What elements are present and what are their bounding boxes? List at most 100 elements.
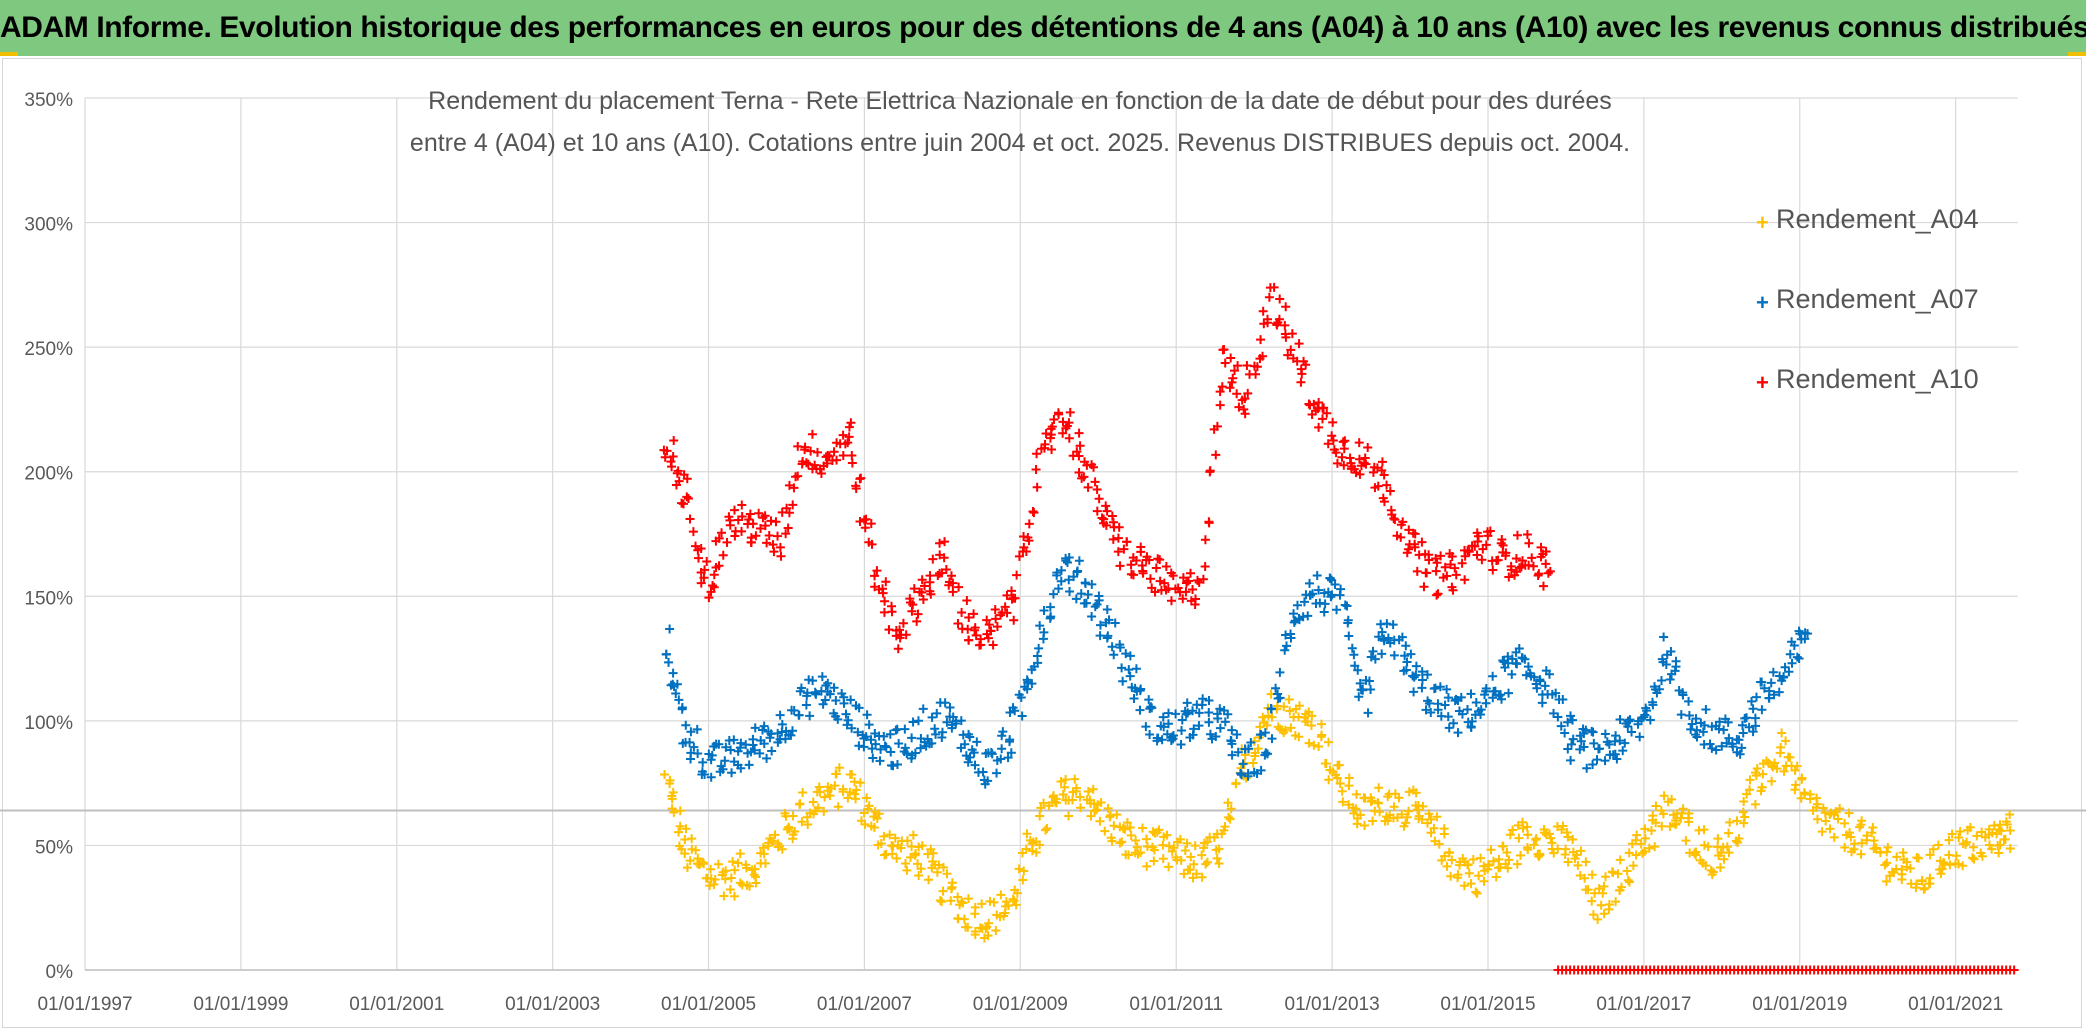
data-point-a10 — [844, 432, 854, 442]
data-point-a04 — [887, 849, 897, 859]
data-point-a10 — [1328, 436, 1338, 446]
data-point-a04 — [872, 813, 882, 823]
data-point-a04 — [1502, 848, 1512, 858]
data-point-a07 — [1409, 672, 1419, 682]
data-point-a07 — [1476, 709, 1486, 719]
data-point-a10 — [913, 609, 923, 619]
data-point-a10 — [1166, 596, 1176, 606]
data-point-a07 — [1625, 715, 1635, 725]
data-point-a07 — [1627, 727, 1637, 737]
data-point-a04 — [1344, 781, 1354, 791]
data-point-a10 — [946, 571, 956, 581]
data-point-a04 — [1608, 868, 1618, 878]
data-point-a04 — [963, 894, 973, 904]
data-point-a10 — [1337, 452, 1347, 462]
data-point-a04 — [1036, 803, 1046, 813]
data-point-a04 — [1444, 848, 1454, 858]
data-point-a04 — [1651, 818, 1661, 828]
data-point-a07 — [1377, 627, 1387, 637]
data-point-a07 — [1087, 612, 1097, 622]
data-point-a04 — [1041, 825, 1051, 835]
y-tick-label: 300% — [24, 215, 73, 236]
data-point-a07 — [1303, 611, 1313, 621]
data-point-a04 — [1969, 854, 1979, 864]
data-point-a10 — [1522, 530, 1532, 540]
data-point-a04 — [1426, 814, 1436, 824]
data-point-a04 — [1324, 775, 1334, 785]
data-point-a10 — [1359, 458, 1369, 468]
legend-item-a04: + Rendement_A04 — [1740, 200, 2020, 280]
data-point-a04 — [1404, 806, 1414, 816]
data-point-a07 — [1734, 735, 1744, 745]
data-point-a04 — [1231, 779, 1241, 789]
data-point-a04 — [1529, 840, 1539, 850]
data-point-a04 — [1967, 853, 1977, 863]
data-point-a04 — [1751, 771, 1761, 781]
data-point-a04 — [1583, 885, 1593, 895]
data-point-a07 — [1448, 718, 1458, 728]
y-tick-label: 0% — [46, 962, 74, 983]
data-point-a10 — [1032, 482, 1042, 492]
data-point-a07 — [881, 742, 891, 752]
data-point-a07 — [1633, 719, 1643, 729]
data-point-a04 — [1757, 782, 1767, 792]
data-point-a10 — [1481, 540, 1491, 550]
data-point-a04 — [1945, 860, 1955, 870]
data-point-a07 — [736, 763, 746, 773]
data-point-a04 — [1590, 888, 1600, 898]
data-point-a07 — [1581, 725, 1591, 735]
data-point-a07 — [1017, 711, 1027, 721]
data-point-a10 — [1144, 555, 1154, 565]
data-point-a04 — [1684, 817, 1694, 827]
data-point-a04 — [1604, 900, 1614, 910]
data-point-a07 — [1125, 651, 1135, 661]
data-point-a04 — [1149, 845, 1159, 855]
data-point-a07 — [1471, 698, 1481, 708]
data-point-a04 — [833, 802, 843, 812]
data-point-a10 — [962, 595, 972, 605]
data-point-a07 — [1205, 729, 1215, 739]
data-point-a07 — [1588, 759, 1598, 769]
data-point-a04 — [938, 862, 948, 872]
data-point-a07 — [1430, 683, 1440, 693]
data-point-a04 — [1601, 872, 1611, 882]
data-point-a04 — [1928, 844, 1938, 854]
data-point-a07 — [997, 744, 1007, 754]
data-point-a10 — [1092, 485, 1102, 495]
data-point-a04 — [1191, 869, 1201, 879]
data-point-a04 — [1335, 779, 1345, 789]
data-point-a10 — [1432, 590, 1442, 600]
data-point-a07 — [1553, 712, 1563, 722]
data-point-a10 — [1389, 513, 1399, 523]
data-point-a10 — [694, 553, 704, 563]
data-point-a10 — [737, 512, 747, 522]
data-point-a10 — [751, 531, 761, 541]
data-point-a10 — [1161, 562, 1171, 572]
data-point-a07 — [1083, 589, 1093, 599]
data-point-a07 — [1563, 717, 1573, 727]
data-point-a07 — [1794, 653, 1804, 663]
data-point-a10 — [1083, 482, 1093, 492]
data-point-a04 — [1479, 876, 1489, 886]
data-point-a04 — [798, 788, 808, 798]
data-point-a07 — [1374, 632, 1384, 642]
data-point-a04 — [1284, 695, 1294, 705]
data-point-a10 — [1354, 438, 1364, 448]
data-point-a07 — [1275, 693, 1285, 703]
legend-label-a10: Rendement_A10 — [1776, 364, 1979, 394]
data-point-a07 — [1292, 600, 1302, 610]
data-point-a10 — [1281, 302, 1291, 312]
data-point-a10 — [1331, 448, 1341, 458]
data-point-a10 — [1504, 572, 1514, 582]
data-point-a10 — [1119, 544, 1129, 554]
data-point-a07 — [1724, 733, 1734, 743]
data-point-a07 — [1118, 676, 1128, 686]
data-point-a07 — [1027, 679, 1037, 689]
data-point-a04 — [1429, 823, 1439, 833]
data-point-a10 — [1506, 561, 1516, 571]
data-point-a04 — [1225, 814, 1235, 824]
data-point-a07 — [886, 747, 896, 757]
data-point-a07 — [729, 757, 739, 767]
data-point-a10 — [988, 640, 998, 650]
data-point-a07 — [1080, 578, 1090, 588]
